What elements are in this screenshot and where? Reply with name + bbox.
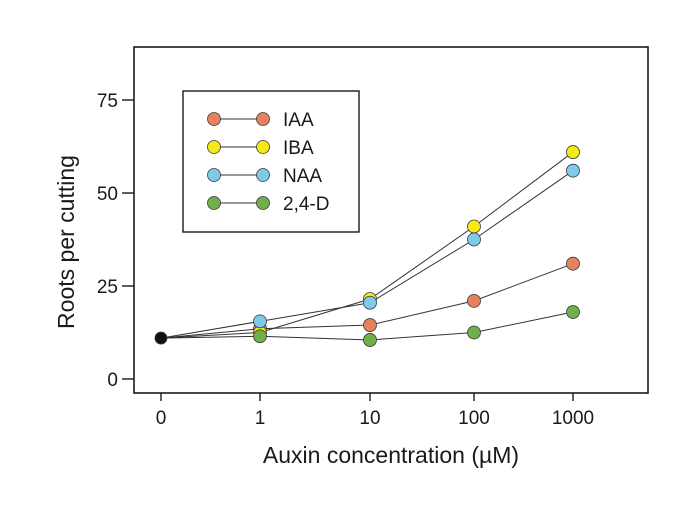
data-point-2-4-d: [253, 329, 267, 344]
x-axis: 0 1 10 100 1000: [156, 393, 594, 429]
y-tick-label: 50: [97, 184, 118, 205]
legend-marker-2-4-d: [256, 196, 270, 210]
data-point-naa: [363, 295, 377, 310]
x-tick-label: 1: [255, 408, 266, 429]
y-tick-label: 25: [97, 277, 118, 298]
y-tick-label: 75: [97, 91, 118, 112]
legend-label-naa: NAA: [283, 166, 322, 187]
legend-marker-naa: [256, 168, 270, 182]
data-point-naa: [253, 314, 267, 329]
legend-label-iba: IBA: [283, 138, 314, 159]
x-tick-label: 1000: [552, 408, 594, 429]
data-point-2-4-d: [467, 325, 481, 340]
data-point-2-4-d: [566, 305, 580, 319]
plot-frame: [133, 46, 649, 394]
legend-marker-naa: [207, 168, 221, 182]
legend-marker-iba: [207, 140, 221, 154]
legend-marker-iaa: [207, 112, 221, 126]
legend-label-iaa: IAA: [283, 110, 314, 131]
series-markers: [154, 145, 580, 347]
legend-box: [182, 90, 360, 233]
y-axis: 0 25 50 75: [97, 91, 134, 391]
data-point-iaa: [566, 256, 580, 271]
y-axis-title: Roots per cutting: [53, 155, 79, 329]
data-point-iba: [467, 219, 481, 234]
x-tick-label: 10: [359, 408, 380, 429]
legend: IAA IBA NAA 2,4-D: [182, 90, 360, 233]
data-point-naa: [467, 232, 481, 247]
x-tick-label: 0: [156, 408, 167, 429]
data-point-iba: [566, 145, 580, 159]
data-point-iaa: [467, 293, 481, 308]
legend-label-2-4-d: 2,4-D: [283, 194, 329, 215]
y-tick-label: 0: [107, 370, 118, 391]
x-axis-title: Auxin concentration (µM): [263, 442, 519, 468]
legend-marker-2-4-d: [207, 196, 221, 210]
data-point-control: [154, 331, 168, 345]
legend-marker-iaa: [256, 112, 270, 126]
data-point-iaa: [363, 318, 377, 332]
x-tick-label: 100: [458, 408, 490, 429]
data-point-naa: [566, 163, 580, 178]
legend-marker-iba: [256, 140, 270, 154]
data-point-2-4-d: [363, 333, 377, 347]
